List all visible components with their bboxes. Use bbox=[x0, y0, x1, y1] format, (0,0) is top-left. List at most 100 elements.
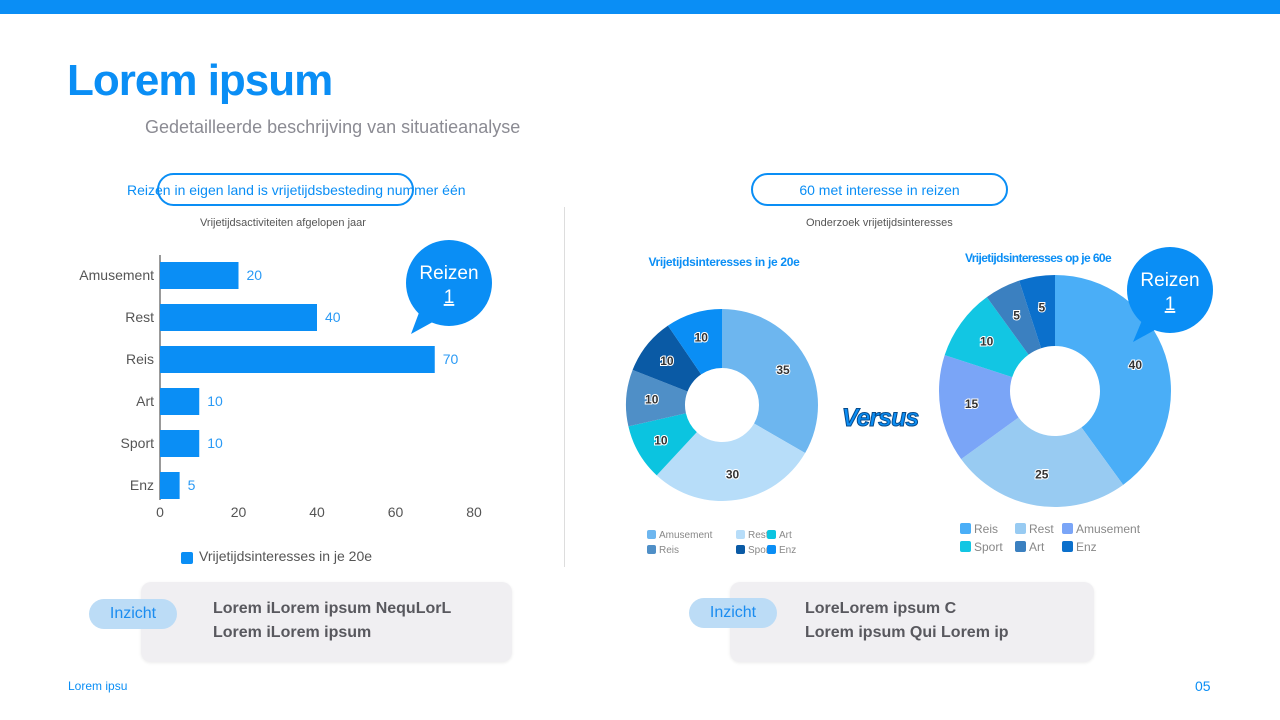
legend-swatch bbox=[736, 530, 745, 539]
insight-card-left bbox=[141, 582, 512, 662]
data-label: 5 bbox=[188, 477, 196, 493]
legend-label: Rest bbox=[748, 530, 769, 541]
legend-label: Sport bbox=[748, 545, 772, 556]
legend-swatch bbox=[181, 552, 193, 564]
insight-text-right: LoreLorem ipsum C Lorem ipsum Qui Lorem … bbox=[805, 597, 1009, 645]
slice-value-label: 35 bbox=[776, 363, 790, 377]
donut-chart-20e: Vrijetijdsinteresses in je 20e 35 30 10 10 10… bbox=[626, 255, 818, 556]
page-subtitle: Gedetailleerde beschrijving van situatie… bbox=[145, 117, 521, 137]
slice-value-label: 5 bbox=[1038, 301, 1045, 315]
data-label: 20 bbox=[247, 267, 263, 283]
insight-line: LoreLorem ipsum C bbox=[805, 600, 957, 617]
donut-chart-60e: Vrijetijdsinteresses op je 60e 40 25 15 10 5 5… bbox=[938, 251, 1171, 554]
left-caption: Vrijetijdsactiviteiten afgelopen jaar bbox=[200, 217, 366, 229]
right-caption: Onderzoek vrijetijdsinteresses bbox=[806, 217, 953, 229]
slice-value-label: 30 bbox=[726, 468, 740, 482]
legend-swatch bbox=[736, 545, 745, 554]
callout-rank: 1 bbox=[444, 287, 455, 308]
page-number: 05 bbox=[1195, 678, 1211, 694]
bar-sport bbox=[160, 430, 200, 457]
legend-label: Reis bbox=[659, 545, 679, 556]
slice-value-label: 10 bbox=[980, 334, 994, 348]
category-label: Reis bbox=[126, 351, 154, 367]
top-accent-bar bbox=[0, 0, 1280, 14]
bar-chart: Amusement 20 Rest 40 Reis 70 Art 10 Sport 10 Enz 5 0… bbox=[79, 255, 482, 564]
data-label: 10 bbox=[207, 435, 223, 451]
right-headline: 60 met interesse in reizen bbox=[799, 182, 960, 198]
callout-bubble-left: Reizen 1 bbox=[406, 240, 492, 334]
slice-value-label: 10 bbox=[654, 433, 668, 447]
legend-swatch bbox=[647, 545, 656, 554]
slice-sport bbox=[632, 325, 702, 392]
insight-badge: Inzicht bbox=[89, 599, 177, 629]
legend-swatch bbox=[1062, 541, 1073, 552]
callout-rank: 1 bbox=[1165, 294, 1176, 315]
legend-swatch bbox=[767, 530, 776, 539]
slice-value-label: 25 bbox=[1035, 467, 1049, 481]
x-tick-label: 80 bbox=[466, 504, 482, 520]
slice-sport bbox=[944, 297, 1029, 378]
slice-art bbox=[986, 280, 1042, 355]
bar-reis bbox=[160, 346, 435, 373]
callout-circle bbox=[406, 240, 492, 326]
bar-enz bbox=[160, 472, 180, 499]
insight-card-right bbox=[730, 582, 1094, 662]
category-label: Enz bbox=[130, 477, 154, 493]
donut-title: Vrijetijdsinteresses op je 60e bbox=[965, 251, 1112, 265]
headline-highlight-oval bbox=[157, 173, 414, 206]
legend-swatch bbox=[1015, 541, 1026, 552]
slice-art bbox=[628, 413, 697, 476]
legend-label: Art bbox=[1029, 540, 1045, 554]
insight-line: Lorem iLorem ipsum NequLorL bbox=[213, 600, 452, 617]
category-label: Sport bbox=[121, 435, 155, 451]
slice-value-label: 40 bbox=[1129, 358, 1143, 372]
category-label: Art bbox=[136, 393, 154, 409]
x-tick-label: 20 bbox=[231, 504, 247, 520]
callout-circle bbox=[1127, 247, 1213, 333]
left-headline: Reizen in eigen land is vrijetijdsbested… bbox=[127, 182, 466, 198]
category-label: Rest bbox=[125, 309, 154, 325]
slice-enz bbox=[667, 309, 722, 375]
right-headline-pill bbox=[751, 173, 1008, 206]
insight-line: Lorem ipsum Qui Lorem ip bbox=[805, 624, 1009, 641]
slice-amusement bbox=[938, 355, 1019, 460]
slice-value-label: 10 bbox=[695, 331, 709, 345]
x-tick-label: 0 bbox=[156, 504, 164, 520]
bar-amusement bbox=[160, 262, 239, 289]
slice-value-label: 10 bbox=[660, 354, 674, 368]
slice-amusement bbox=[722, 309, 818, 453]
legend-swatch bbox=[960, 541, 971, 552]
legend-label: Enz bbox=[1076, 540, 1097, 554]
x-tick-label: 60 bbox=[388, 504, 404, 520]
bar-art bbox=[160, 388, 200, 415]
slice-rest bbox=[656, 423, 806, 501]
legend-label: Sport bbox=[974, 540, 1003, 554]
legend-swatch bbox=[1015, 523, 1026, 534]
legend-label: Reis bbox=[974, 522, 998, 536]
legend-label: Amusement bbox=[1076, 522, 1141, 536]
legend-label: Vrijetijdsinteresses in je 20e bbox=[199, 548, 372, 564]
callout-bubble-right: Reizen 1 bbox=[1127, 247, 1213, 342]
data-label: 10 bbox=[207, 393, 223, 409]
data-label: 40 bbox=[325, 309, 341, 325]
page-title: Lorem ipsum bbox=[67, 56, 333, 105]
slice-value-label: 5 bbox=[1013, 309, 1020, 323]
footer-text: Lorem ipsu bbox=[68, 679, 128, 693]
column-divider bbox=[564, 207, 565, 567]
data-label: 70 bbox=[443, 351, 459, 367]
legend-label: Art bbox=[779, 530, 792, 541]
legend-swatch bbox=[1062, 523, 1073, 534]
bar-rest bbox=[160, 304, 317, 331]
slice-value-label: 10 bbox=[645, 393, 659, 407]
insight-badge: Inzicht bbox=[689, 598, 777, 628]
insight-line: Lorem iLorem ipsum bbox=[213, 624, 372, 641]
slice-reis bbox=[626, 369, 688, 427]
legend-swatch bbox=[767, 545, 776, 554]
slice-enz bbox=[1019, 275, 1055, 349]
legend-swatch bbox=[647, 530, 656, 539]
legend-swatch bbox=[960, 523, 971, 534]
versus-label: Versus bbox=[842, 404, 920, 432]
callout-label: Reizen bbox=[419, 263, 478, 284]
callout-label: Reizen bbox=[1140, 270, 1199, 291]
